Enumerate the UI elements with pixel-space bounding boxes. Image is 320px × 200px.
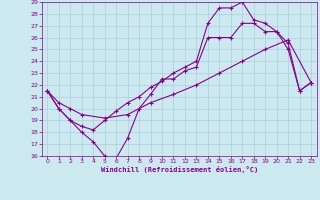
X-axis label: Windchill (Refroidissement éolien,°C): Windchill (Refroidissement éolien,°C): [100, 166, 258, 173]
